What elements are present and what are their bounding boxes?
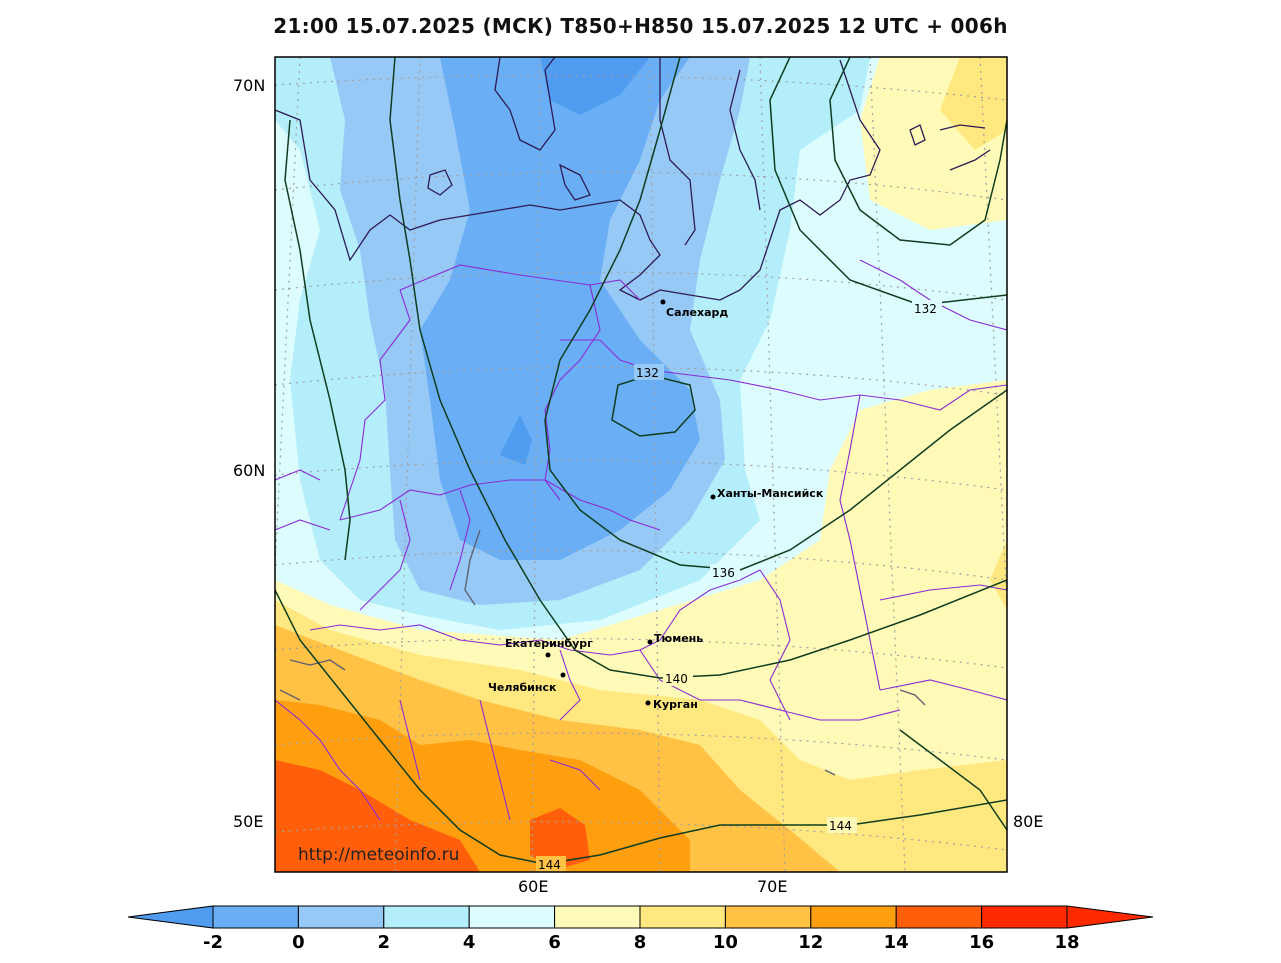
- city-label-khanty-mansiysk: Ханты-Мансийск: [717, 487, 824, 500]
- city-label-chelyabinsk: Челябинск: [488, 681, 557, 694]
- lat-label-70n: 70N: [233, 76, 265, 95]
- colorbar-segment: [724, 905, 812, 929]
- graticule: [275, 57, 1007, 872]
- contour-label-132-east: 132: [914, 302, 937, 316]
- colorbar-tick-label: 6: [548, 932, 561, 953]
- contour-label-140: 140: [665, 672, 688, 686]
- city-label-salekhard: Салехард: [666, 306, 728, 319]
- colorbar-segment: [297, 905, 385, 929]
- colorbar-segment: [981, 905, 1068, 929]
- city-marker-salekhard: [660, 299, 666, 305]
- contour-label-136: 136: [712, 566, 735, 580]
- lon-label-80e: 80E: [1013, 812, 1043, 831]
- lon-label-70e: 70E: [757, 877, 787, 896]
- colorbar-low-arrow: [127, 905, 214, 929]
- map-frame: [274, 56, 1008, 873]
- colorbar-tick-label: -2: [203, 932, 223, 953]
- colorbar-tick-label: 14: [884, 932, 909, 953]
- city-marker-chelyabinsk: [560, 672, 566, 678]
- cities: Салехард Ханты-Мансийск Тюмень Екатеринб…: [488, 299, 824, 711]
- city-label-kurgan: Курган: [653, 698, 698, 711]
- colorbar-high-arrow: [1066, 905, 1154, 929]
- contour-label-144-south: 144: [538, 858, 561, 872]
- contour-labels: 132 132 136 140 144 144: [536, 300, 942, 872]
- colorbar-segment: [554, 905, 641, 929]
- colorbar: -2 0 2 4 6 8 10 12 14 16 18: [127, 905, 1154, 953]
- city-label-tyumen: Тюмень: [654, 632, 703, 645]
- map-title: 21:00 15.07.2025 (МСК) T850+H850 15.07.2…: [273, 14, 1008, 38]
- colorbar-tick-label: 4: [463, 932, 476, 953]
- city-label-yekaterinburg: Екатеринбург: [505, 637, 593, 650]
- colorbar-segment: [810, 905, 897, 929]
- colorbar-segment: [895, 905, 983, 929]
- colorbar-tick-label: 18: [1054, 932, 1079, 953]
- lon-label-60e: 60E: [518, 877, 548, 896]
- watermark: http://meteoinfo.ru: [298, 845, 459, 865]
- colorbar-segment: [383, 905, 470, 929]
- colorbar-tick-label: 10: [713, 932, 738, 953]
- coastlines: [275, 57, 991, 301]
- contour-label-144-east: 144: [829, 819, 852, 833]
- city-marker-yekaterinburg: [545, 652, 551, 658]
- city-marker-kurgan: [645, 700, 651, 706]
- colorbar-segment: [639, 905, 726, 929]
- temperature-field: 132 132 136 140 144 144 Салехард Ханты-М…: [275, 57, 1007, 872]
- colorbar-segment: [212, 905, 299, 929]
- colorbar-tick-label: 0: [292, 932, 305, 953]
- lat-label-60n: 60N: [233, 461, 265, 480]
- colorbar-tick-label: 12: [798, 932, 823, 953]
- colorbar-tick-label: 8: [634, 932, 647, 953]
- city-marker-khanty-mansiysk: [710, 494, 716, 500]
- colorbar-tick-label: 16: [969, 932, 994, 953]
- admin-borders: [275, 259, 1007, 821]
- city-marker-tyumen: [647, 639, 653, 645]
- colorbar-segment: [468, 905, 556, 929]
- contour-label-132-center: 132: [636, 366, 659, 380]
- lon-label-50e: 50E: [233, 812, 263, 831]
- rivers: [279, 529, 926, 776]
- colorbar-tick-label: 2: [378, 932, 391, 953]
